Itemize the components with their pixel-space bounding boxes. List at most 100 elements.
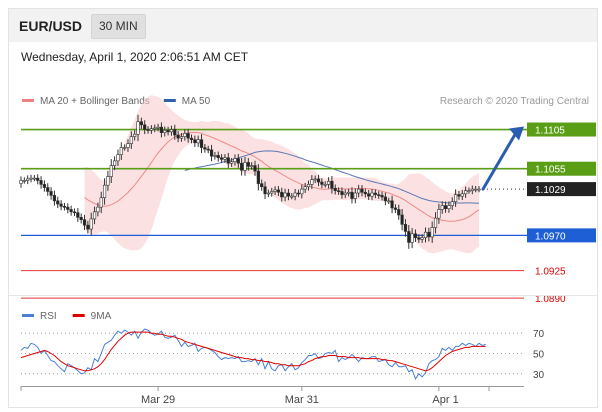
candle-body [89, 218, 93, 230]
candle-body [270, 191, 274, 194]
candle-body [266, 192, 270, 195]
candle-body [109, 165, 113, 177]
candle-body [333, 188, 337, 191]
candle-body [32, 177, 36, 180]
candle-body [306, 184, 311, 188]
candle-body [153, 127, 157, 130]
legend-label-0: MA 20 + Bollinger Bands [40, 96, 150, 107]
candle-body [350, 191, 354, 199]
candle-body [276, 189, 281, 193]
x-axis: Mar 29 Mar 31 Apr 1 [20, 386, 524, 406]
candle-body [69, 209, 73, 213]
candle-body [437, 209, 441, 219]
candle-body [313, 178, 317, 181]
candle-body [79, 217, 83, 220]
candle-body [340, 191, 344, 195]
candle-body [407, 231, 411, 243]
candle-body [357, 188, 361, 194]
candle-body [423, 231, 428, 239]
candle-body [183, 133, 187, 137]
candle-body [113, 160, 117, 166]
candle-body [280, 191, 284, 198]
candle-body [474, 188, 478, 191]
rsi-tick-70: 70 [533, 329, 545, 340]
chart-panel: Wednesday, April 1, 2020 2:06:51 AM CET … [9, 42, 597, 407]
candle-body [283, 192, 287, 198]
rsi-legend-label-1: 9MA [91, 311, 112, 322]
candle-body [46, 187, 50, 192]
chart-header: EUR/USD 30 MIN [9, 9, 597, 42]
candle-body [149, 128, 153, 131]
candle-body [263, 186, 267, 195]
candle-body [413, 233, 418, 239]
candle-body [230, 161, 234, 164]
candle-body [370, 192, 374, 197]
candle-body [383, 196, 387, 202]
candle-body [176, 134, 180, 139]
candle-body [450, 201, 454, 206]
level-1-1105-badge [527, 122, 596, 137]
candle-body [316, 178, 321, 183]
candle-body [303, 186, 307, 190]
candle-body [203, 147, 207, 150]
symbol-label: EUR/USD [19, 18, 83, 34]
candle-body [296, 192, 301, 195]
level-1-0970-badge [527, 228, 596, 243]
legend-label-1: MA 50 [182, 96, 211, 107]
candle-body [453, 194, 458, 202]
candle-body [373, 192, 377, 195]
candle-body [123, 147, 127, 149]
rsi-pane: RSI 9MA 70 50 30 [20, 311, 545, 381]
candle-body [320, 181, 324, 185]
candle-body [363, 191, 367, 195]
candle-body [236, 158, 240, 164]
level-1-0890-label: 1.0890 [535, 294, 566, 305]
candle-body [223, 157, 227, 160]
rsi-ma-line [20, 331, 486, 372]
candle-body [403, 224, 408, 232]
candle-body [156, 126, 160, 129]
candle-body [343, 192, 347, 195]
candle-body [102, 184, 107, 199]
level-1-0970-label: 1.0970 [535, 231, 566, 242]
candle-body [173, 129, 177, 136]
level-1-1105-label: 1.1105 [535, 126, 565, 137]
candle-body [400, 214, 404, 225]
rsi-legend-swatch-0 [22, 314, 34, 317]
candle-body [116, 154, 120, 162]
candle-body [169, 129, 174, 133]
candle-body [300, 188, 304, 195]
candle-body [133, 133, 137, 137]
projection-arrow-head [509, 126, 524, 141]
rsi-tick-50: 50 [533, 350, 545, 361]
candle-body [397, 209, 401, 216]
datetime-label: Wednesday, April 1, 2020 2:06:51 AM CET [21, 50, 249, 64]
candle-body [42, 184, 47, 188]
candle-body [166, 130, 170, 133]
candle-body [447, 205, 451, 210]
x-tick-label-0: Mar 29 [141, 394, 175, 406]
candle-body [457, 194, 461, 197]
ma20-line [84, 132, 480, 222]
chart-svg: MA 20 + Bollinger Bands MA 50 Research © 2… [9, 95, 597, 406]
candle-body [196, 139, 200, 144]
timeframe-button[interactable]: 30 MIN [91, 14, 146, 39]
candle-body [323, 184, 327, 186]
candle-body [290, 195, 294, 198]
candle-body [146, 129, 150, 131]
candle-body [206, 148, 210, 151]
candle-body [420, 237, 424, 240]
candle-body [286, 192, 291, 197]
candle-body [219, 157, 224, 160]
rsi-tick-30: 30 [533, 370, 545, 381]
candle-body [82, 219, 87, 226]
legend-swatch-0 [22, 99, 34, 102]
candle-body [106, 176, 110, 186]
level-1-0925-label: 1.0925 [535, 267, 566, 278]
candle-body [310, 179, 314, 185]
candle-body [126, 143, 130, 148]
candle-body [440, 205, 444, 210]
candle-body [326, 180, 331, 185]
candle-body [477, 188, 481, 191]
level-1-1029-label: 1.1029 [535, 185, 566, 196]
